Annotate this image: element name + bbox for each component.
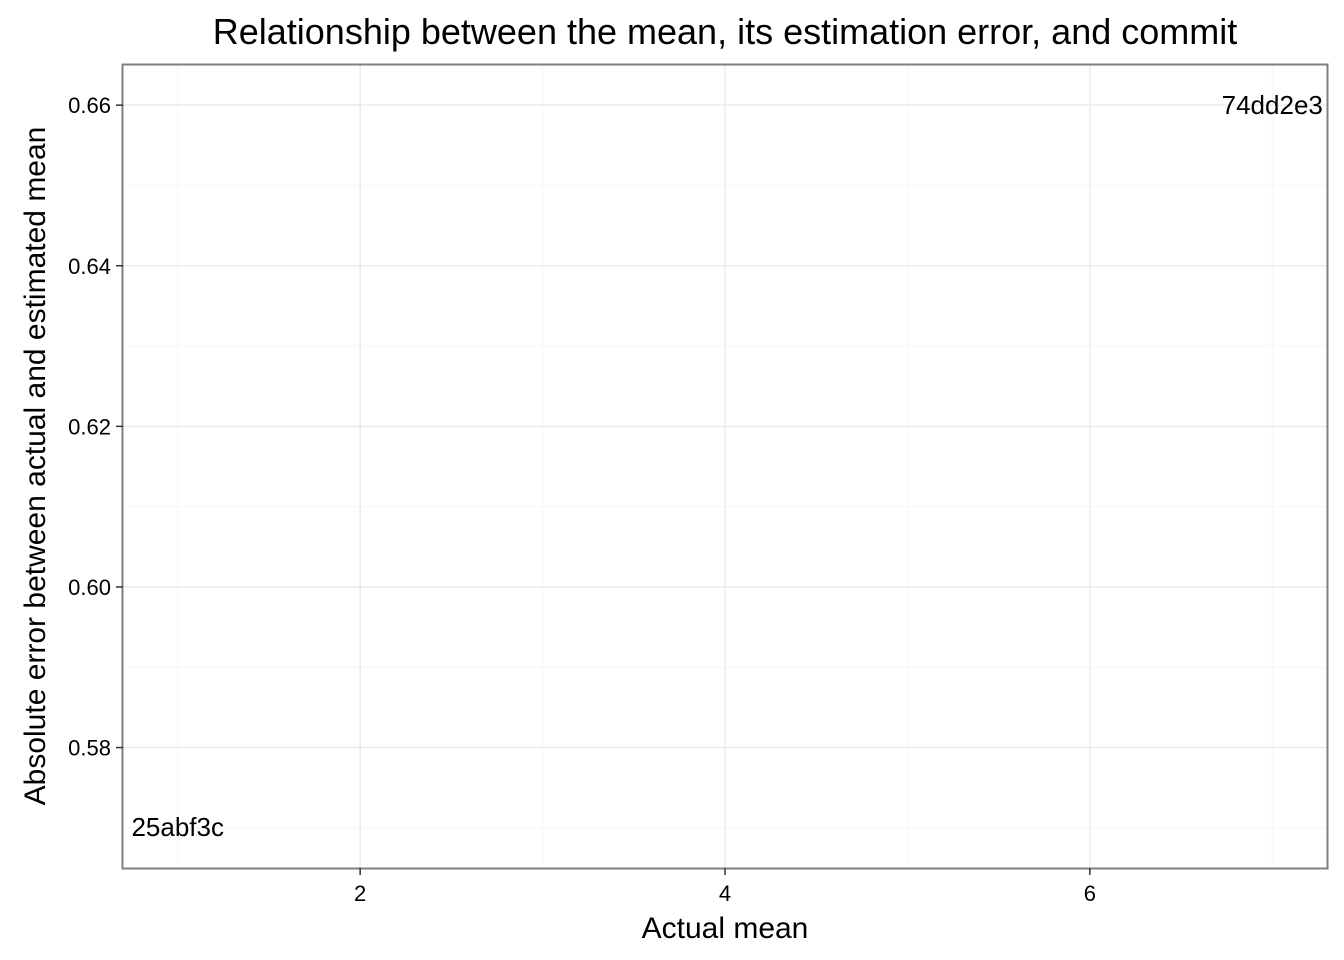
y-tick-label: 0.64: [68, 254, 111, 279]
point-labels: 25abf3c 74dd2e3: [131, 90, 1322, 842]
y-axis: 0.58 0.60 0.62 0.64 0.66: [68, 93, 123, 761]
chart-title: Relationship between the mean, its estim…: [213, 11, 1238, 52]
y-tick-label: 0.66: [68, 93, 111, 118]
x-tick-label: 4: [719, 881, 731, 906]
y-tick-label: 0.60: [68, 575, 111, 600]
x-tick-label: 2: [354, 881, 366, 906]
major-gridlines: [123, 65, 1327, 868]
y-tick-label: 0.58: [68, 736, 111, 761]
x-axis: 2 4 6: [354, 868, 1096, 906]
point-label-74dd2e3: 74dd2e3: [1222, 90, 1323, 120]
x-tick-label: 6: [1084, 881, 1096, 906]
x-axis-title: Actual mean: [642, 912, 809, 945]
y-axis-title: Absolute error between actual and estima…: [19, 127, 52, 806]
y-tick-label: 0.62: [68, 414, 111, 439]
point-label-25abf3c: 25abf3c: [131, 812, 224, 842]
